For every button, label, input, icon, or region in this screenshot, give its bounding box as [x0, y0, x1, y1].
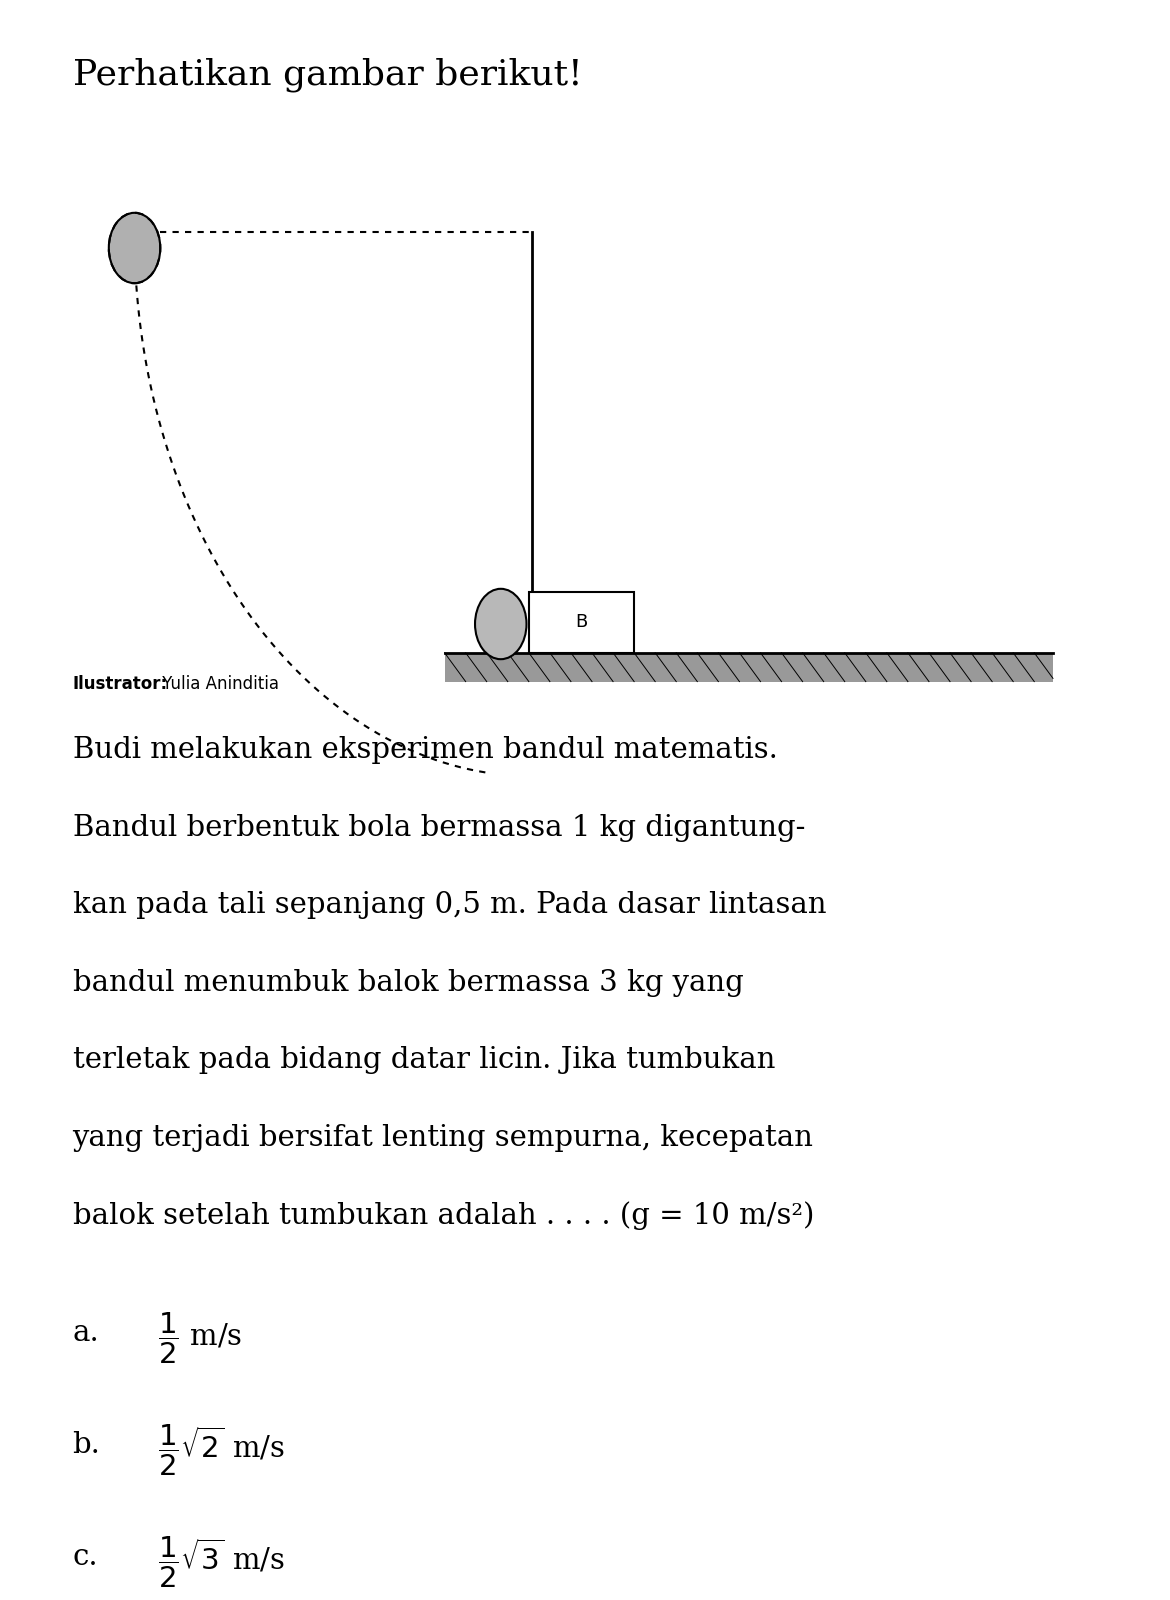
Text: B: B — [576, 613, 587, 632]
Text: $\dfrac{1}{2}$ m/s: $\dfrac{1}{2}$ m/s — [158, 1312, 242, 1366]
Text: Budi melakukan eksperimen bandul matematis.: Budi melakukan eksperimen bandul matemat… — [73, 736, 777, 765]
Text: a.: a. — [73, 1318, 99, 1347]
Text: c.: c. — [73, 1542, 98, 1571]
Circle shape — [475, 589, 526, 659]
Text: b.: b. — [73, 1430, 101, 1459]
Text: Ilustrator:: Ilustrator: — [73, 675, 167, 693]
Circle shape — [109, 213, 160, 283]
Text: $\dfrac{1}{2}\sqrt{3}$ m/s: $\dfrac{1}{2}\sqrt{3}$ m/s — [158, 1536, 285, 1590]
Bar — [529, 592, 634, 653]
Text: Perhatikan gambar berikut!: Perhatikan gambar berikut! — [73, 58, 583, 93]
Text: Bandul berbentuk bola bermassa 1 kg digantung-: Bandul berbentuk bola bermassa 1 kg diga… — [73, 813, 805, 842]
Text: terletak pada bidang datar licin. Jika tumbukan: terletak pada bidang datar licin. Jika t… — [73, 1046, 775, 1075]
Text: bandul menumbuk balok bermassa 3 kg yang: bandul menumbuk balok bermassa 3 kg yang — [73, 968, 743, 997]
Text: $\dfrac{1}{2}\sqrt{2}$ m/s: $\dfrac{1}{2}\sqrt{2}$ m/s — [158, 1424, 285, 1478]
Text: yang terjadi bersifat lenting sempurna, kecepatan: yang terjadi bersifat lenting sempurna, … — [73, 1123, 813, 1152]
Text: Yulia Aninditia: Yulia Aninditia — [157, 675, 278, 693]
Text: balok setelah tumbukan adalah . . . . (g = 10 m/s²): balok setelah tumbukan adalah . . . . (g… — [73, 1202, 814, 1230]
Bar — [445, 653, 1053, 682]
Text: kan pada tali sepanjang 0,5 m. Pada dasar lintasan: kan pada tali sepanjang 0,5 m. Pada dasa… — [73, 891, 826, 918]
